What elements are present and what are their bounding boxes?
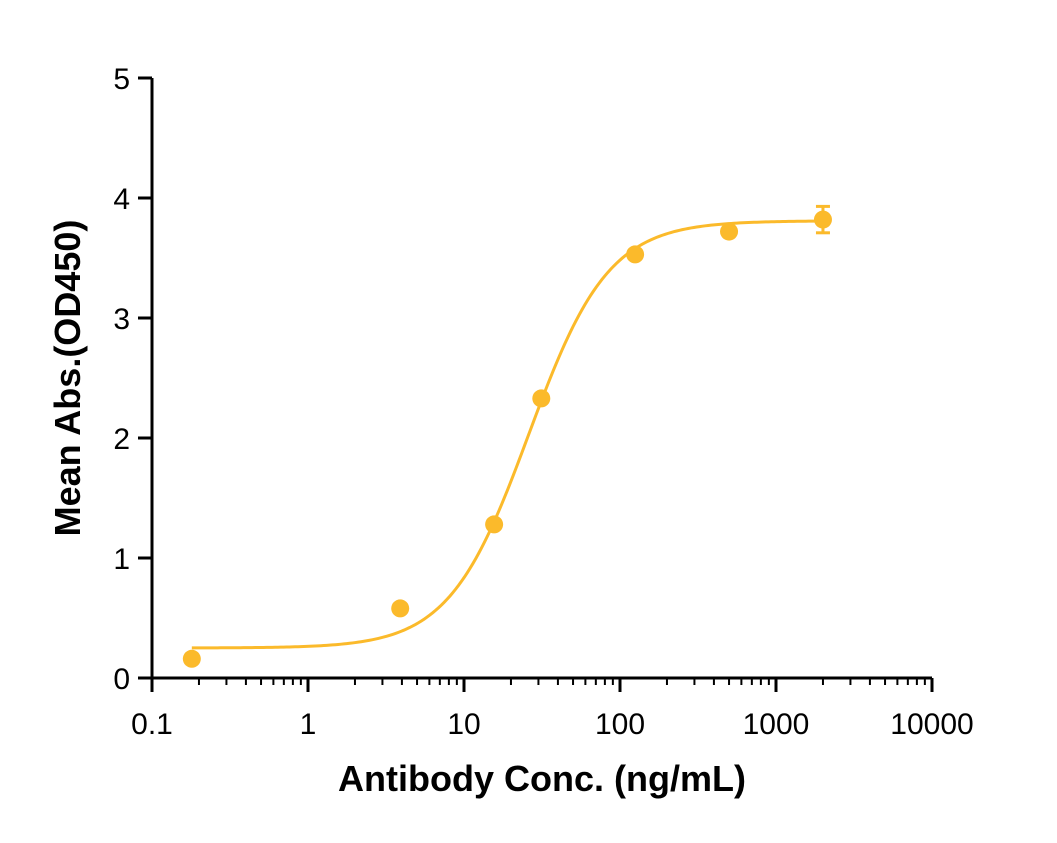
data-point	[813, 210, 832, 229]
y-tick-label: 1	[113, 543, 130, 576]
fit-curve	[191, 219, 823, 650]
x-tick-label: 100	[595, 708, 645, 741]
y-tick-label: 4	[113, 183, 130, 216]
y-ticks: 0 1 2 3 4 5	[113, 63, 152, 696]
data-point	[626, 245, 645, 264]
data-point	[391, 599, 410, 618]
y-tick-label: 3	[113, 303, 130, 336]
data-point	[720, 222, 739, 241]
x-tick-label: 10	[447, 708, 480, 741]
data-point	[485, 515, 504, 534]
y-axis-title: Mean Abs.(OD450)	[47, 220, 88, 537]
data-points	[182, 210, 832, 668]
x-tick-label: 1000	[743, 708, 810, 741]
x-tick-label: 10000	[890, 708, 973, 741]
data-point	[182, 649, 201, 668]
data-point	[532, 389, 551, 408]
x-tick-label: 1	[300, 708, 317, 741]
y-tick-label: 2	[113, 423, 130, 456]
x-axis-title: Antibody Conc. (ng/mL)	[338, 758, 746, 799]
x-ticks: 0.1 1 10 100 1000 10000	[131, 678, 974, 741]
x-tick-label: 0.1	[131, 708, 173, 741]
y-tick-label: 0	[113, 663, 130, 696]
axes	[150, 78, 932, 680]
y-tick-label: 5	[113, 63, 130, 96]
